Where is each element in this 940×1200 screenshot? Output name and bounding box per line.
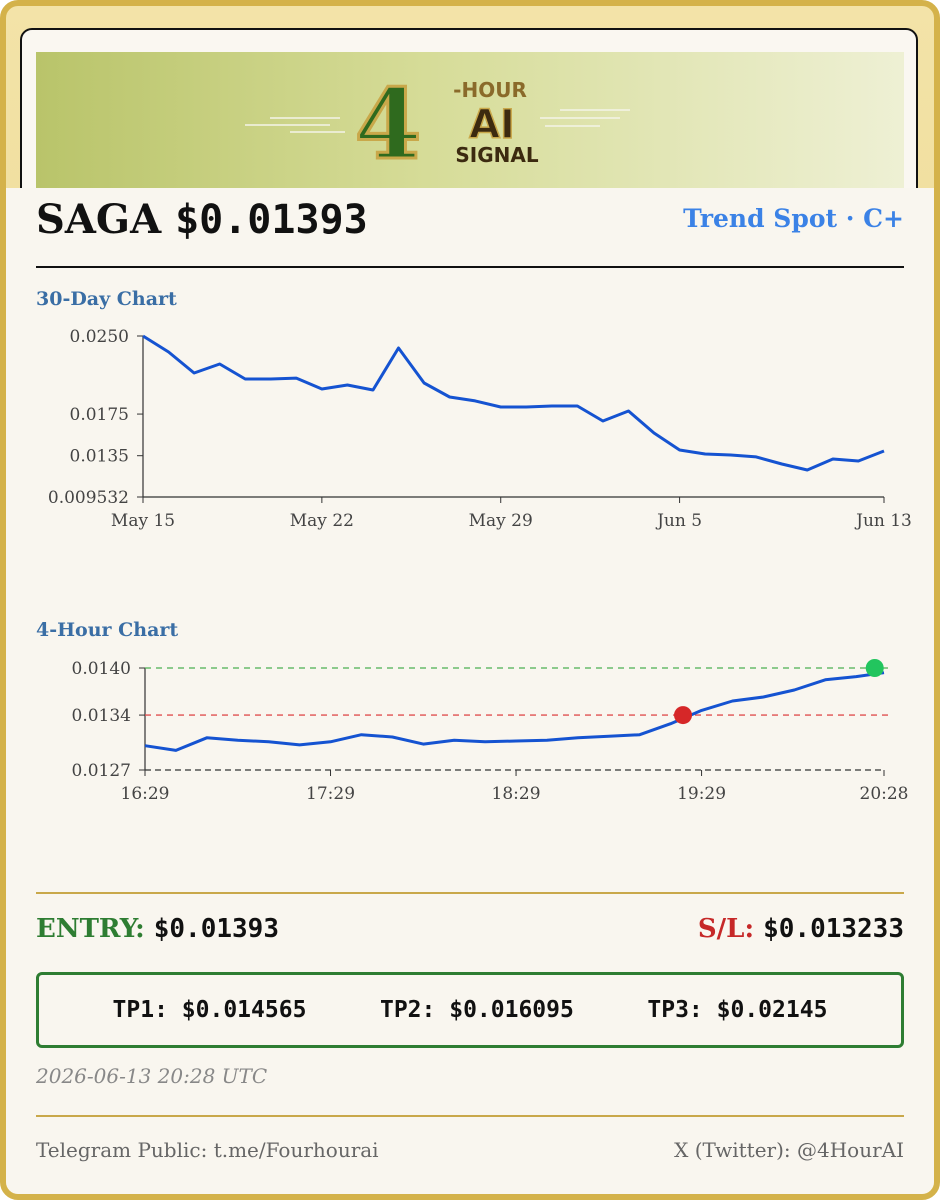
banner: [36, 52, 904, 192]
logo-line3: SIGNAL: [455, 143, 538, 167]
y-tick-label: 0.0140: [72, 659, 131, 679]
logo-digit: 4: [355, 68, 422, 181]
twitter-link[interactable]: X (Twitter): @4HourAI: [674, 1138, 904, 1162]
panel: [6, 188, 934, 1194]
logo-line1: -HOUR: [453, 78, 527, 102]
y-tick-label: 0.0134: [72, 706, 131, 726]
y-tick-label: 0.0175: [70, 405, 129, 425]
sl-value: $0.013233: [763, 914, 904, 944]
x-tick-label: 16:29: [121, 784, 170, 804]
telegram-link[interactable]: Telegram Public: t.me/Fourhourai: [36, 1138, 379, 1162]
target-value: $0.014565: [181, 997, 307, 1023]
divider: [36, 892, 904, 894]
sl-label: S/L:: [697, 914, 755, 944]
circuit: [245, 109, 630, 133]
divider: [36, 266, 904, 268]
x-tick-label: May 29: [469, 511, 533, 531]
ticker: SAGA: [36, 196, 162, 243]
x-tick-label: May 15: [111, 511, 175, 531]
x-tick-label: 17:29: [306, 784, 355, 804]
chart-title: 30-Day Chart: [36, 288, 177, 310]
x-tick-label: 20:28: [860, 784, 909, 804]
target: TP3: $0.02145: [647, 997, 827, 1023]
marker: [674, 706, 693, 725]
y-tick-label: 0.0250: [70, 327, 129, 347]
ticker-heading: SAGA $0.01393: [36, 196, 368, 243]
x-tick-label: Jun 13: [854, 511, 912, 531]
target-label: TP3:: [647, 997, 703, 1023]
stop-loss: S/L: $0.013233: [698, 914, 904, 944]
price-line: [144, 671, 885, 752]
target-label: TP2:: [379, 997, 436, 1023]
target-value: $0.02145: [716, 997, 828, 1023]
divider: [36, 1115, 904, 1117]
y-tick-label: 0.009532: [48, 488, 129, 508]
target: TP1: $0.014565: [113, 997, 307, 1023]
price: $0.01393: [175, 197, 368, 243]
targets-box: TP1: $0.014565 TP2: $0.016095 TP3: $0.0214…: [36, 972, 904, 1048]
target-value: $0.016095: [449, 997, 574, 1023]
timestamp: 2026-06-13 20:28 UTC: [36, 1064, 268, 1088]
target-label: TP1:: [112, 997, 168, 1023]
entry-label: ENTRY:: [36, 914, 145, 944]
y-tick-label: 0.0127: [72, 761, 131, 781]
x-tick-label: May 22: [290, 511, 354, 531]
marker: [865, 659, 884, 677]
strategy: Trend Spot · C+: [683, 204, 904, 233]
logo: 4 -HOUR AI SIGNAL: [245, 67, 630, 183]
entry: ENTRY: $0.01393: [36, 914, 279, 944]
circuit-lines: [245, 109, 630, 133]
logo-line2: AI: [469, 102, 515, 148]
x-tick-label: 18:29: [492, 784, 541, 804]
x-tick-label: 19:29: [677, 784, 726, 804]
price-line: [142, 334, 885, 472]
target: TP2: $0.016095: [380, 997, 574, 1023]
entry-value: $0.01393: [153, 914, 279, 944]
chart-title: 4-Hour Chart: [36, 619, 178, 641]
y-tick-label: 0.0135: [70, 447, 129, 467]
x-tick-label: Jun 5: [655, 511, 702, 531]
